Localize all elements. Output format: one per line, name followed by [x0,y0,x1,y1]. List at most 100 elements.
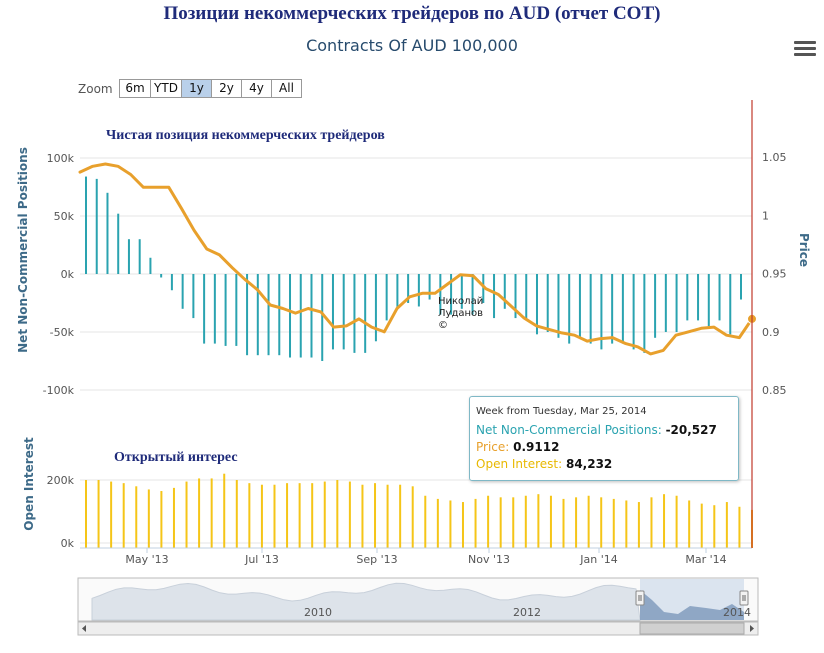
net-position-bar[interactable] [632,274,635,350]
net-position-bar[interactable] [342,274,345,350]
open-interest-bar[interactable] [449,500,452,548]
net-position-bar[interactable] [729,274,732,335]
net-position-bar[interactable] [364,274,367,353]
net-position-bar[interactable] [675,274,678,332]
open-interest-bar[interactable] [286,483,289,548]
net-position-bar[interactable] [697,274,700,321]
net-position-bar[interactable] [160,274,163,278]
net-position-bar[interactable] [740,274,742,300]
open-interest-bar[interactable] [688,500,691,548]
net-position-bar[interactable] [224,274,227,346]
open-interest-bar[interactable] [713,505,716,548]
scroll-left-icon[interactable] [82,625,86,632]
open-interest-bar[interactable] [348,481,351,548]
net-position-bar[interactable] [471,274,474,315]
net-position-bar[interactable] [482,274,485,303]
net-position-bar[interactable] [95,178,98,274]
net-position-bar[interactable] [514,274,517,319]
net-position-bar[interactable] [600,274,603,350]
open-interest-bar[interactable] [85,480,87,548]
open-interest-bar[interactable] [298,483,301,548]
net-position-bar[interactable] [439,274,442,315]
scroll-right-icon[interactable] [750,625,754,632]
open-interest-bar[interactable] [650,497,653,548]
net-position-bar[interactable] [192,274,195,319]
open-interest-bar[interactable] [700,503,703,548]
net-position-bar[interactable] [289,274,292,358]
net-position-bar[interactable] [353,274,356,353]
net-position-bar[interactable] [450,274,453,315]
net-position-bar[interactable] [127,239,130,274]
open-interest-bar[interactable] [399,484,402,548]
open-interest-bar[interactable] [110,481,113,548]
net-position-bar[interactable] [493,274,496,319]
open-interest-bar[interactable] [549,495,552,548]
net-position-bar[interactable] [331,274,334,350]
net-position-bar[interactable] [170,274,173,291]
open-interest-bar[interactable] [499,497,502,548]
net-position-bar[interactable] [256,274,259,356]
navigator-handle[interactable] [739,590,749,606]
net-position-bar[interactable] [718,274,721,321]
net-position-bar[interactable] [611,274,614,344]
net-position-bar[interactable] [149,257,152,274]
zoom-1y-button[interactable]: 1y [182,80,212,97]
net-position-bar[interactable] [203,274,206,344]
net-position-bar[interactable] [138,239,141,274]
open-interest-bar[interactable] [738,506,741,548]
zoom-ytd-button[interactable]: YTD [151,80,182,97]
open-interest-bar[interactable] [424,495,427,548]
open-interest-bar[interactable] [374,483,377,548]
open-interest-bar[interactable] [311,483,314,548]
net-position-bar[interactable] [535,274,538,335]
net-position-bar[interactable] [417,274,420,307]
open-interest-bar[interactable] [587,495,590,548]
open-interest-bar[interactable] [524,495,527,548]
net-position-bar[interactable] [106,192,109,274]
net-position-bar[interactable] [267,274,270,356]
open-interest-bar[interactable] [562,498,565,548]
net-position-bar[interactable] [707,274,710,327]
open-interest-bar[interactable] [185,481,188,548]
open-interest-bar[interactable] [122,483,125,548]
zoom-4y-button[interactable]: 4y [242,80,272,97]
net-position-bar[interactable] [321,274,324,361]
net-position-bar[interactable] [407,274,410,303]
net-position-bar[interactable] [525,274,528,321]
open-interest-bar[interactable] [487,495,490,548]
open-interest-bar[interactable] [323,481,326,548]
open-interest-bar[interactable] [725,502,728,548]
open-interest-bar[interactable] [235,480,238,548]
net-position-bar[interactable] [310,274,313,358]
open-interest-bar[interactable] [612,498,615,548]
net-position-bar[interactable] [546,274,549,332]
open-interest-bar[interactable] [248,483,251,548]
open-interest-bar[interactable] [575,497,578,548]
open-interest-bar[interactable] [386,484,389,548]
net-position-bar[interactable] [578,274,581,338]
net-position-bar[interactable] [85,176,87,274]
open-interest-bar[interactable] [411,486,414,548]
open-interest-bar[interactable] [512,497,515,548]
net-position-bar[interactable] [503,274,506,309]
zoom-all-button[interactable]: All [272,80,301,97]
net-position-bar[interactable] [385,274,388,321]
hamburger-menu-icon[interactable] [794,41,816,59]
scrollbar-track[interactable] [77,621,759,636]
zoom-6m-button[interactable]: 6m [120,80,151,97]
open-interest-bar[interactable] [461,502,464,548]
open-interest-bar[interactable] [474,498,477,548]
open-interest-bar[interactable] [97,480,100,548]
net-position-bar[interactable] [568,274,571,344]
net-position-bar[interactable] [460,274,463,309]
open-interest-bar[interactable] [637,502,640,548]
price-line[interactable] [78,162,754,356]
net-position-bar[interactable] [557,274,560,338]
net-position-bar[interactable] [643,274,646,353]
open-interest-bar[interactable] [273,484,276,548]
open-interest-bar[interactable] [210,478,213,548]
net-position-bar[interactable] [374,274,377,342]
net-position-bar[interactable] [621,274,624,344]
net-position-bar[interactable] [654,274,657,338]
open-interest-bar[interactable] [172,487,175,548]
